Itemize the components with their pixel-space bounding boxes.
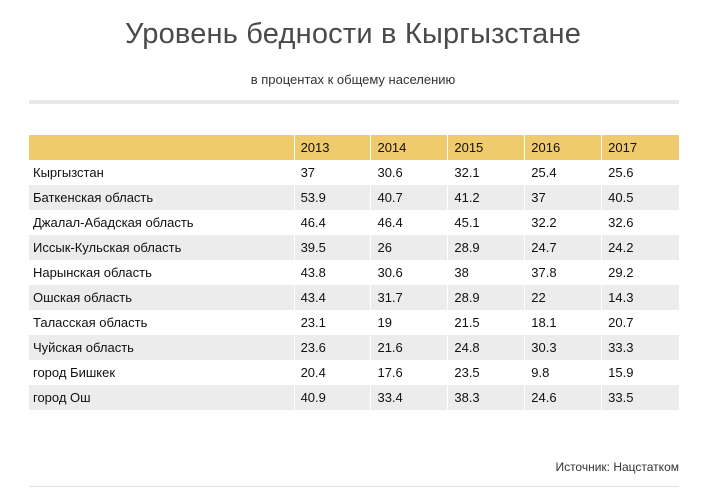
header-cell-year-2017: 2017 [601, 135, 679, 160]
value-cell-2014: 19 [370, 310, 447, 335]
value-cell-2014: 26 [370, 235, 447, 260]
value-cell-2016: 37.8 [524, 260, 601, 285]
region-cell: Джалал-Абадская область [33, 215, 194, 230]
value-cell-2017: 25.6 [601, 160, 679, 185]
table-row: город Ош 40.9 33.4 38.3 24.6 33.5 [29, 385, 679, 410]
value-cell-2015: 32.1 [447, 160, 524, 185]
table-row: Джалал-Абадская область 46.4 46.4 45.1 32.2 3… [29, 210, 679, 235]
value-cell-2016: 22 [524, 285, 601, 310]
title-divider [29, 100, 679, 104]
value-cell-2016: 24.7 [524, 235, 601, 260]
region-cell: город Ош [33, 390, 91, 405]
header-cell-year-2013: 2013 [293, 135, 371, 160]
value-cell-2017: 14.3 [601, 285, 679, 310]
value-cell-2014: 40.7 [370, 185, 447, 210]
value-cell-2013: 37 [293, 160, 371, 185]
header-cell-year-2014: 2014 [370, 135, 447, 160]
value-cell-2013: 43.4 [293, 285, 371, 310]
region-cell: Кыргызстан [33, 165, 104, 180]
value-cell-2017: 33.5 [601, 385, 679, 410]
value-cell-2016: 9.8 [524, 360, 601, 385]
header-cell-year-2016: 2016 [524, 135, 601, 160]
value-cell-2013: 40.9 [293, 385, 371, 410]
value-cell-2017: 15.9 [601, 360, 679, 385]
value-cell-2015: 28.9 [447, 235, 524, 260]
source-note: Источник: Нацстатком [555, 460, 679, 474]
table-row: город Бишкек 20.4 17.6 23.5 9.8 15.9 [29, 360, 679, 385]
value-cell-2016: 18.1 [524, 310, 601, 335]
value-cell-2017: 24.2 [601, 235, 679, 260]
table-row: Кыргызстан 37 30.6 32.1 25.4 25.6 [29, 160, 679, 185]
chart-subtitle: в процентах к общему населению [250, 72, 456, 87]
value-cell-2016: 30.3 [524, 335, 601, 360]
value-cell-2015: 24.8 [447, 335, 524, 360]
value-cell-2013: 43.8 [293, 260, 371, 285]
value-cell-2015: 23.5 [447, 360, 524, 385]
value-cell-2016: 32.2 [524, 210, 601, 235]
table-row: Баткенская область 53.9 40.7 41.2 37 40.5 [29, 185, 679, 210]
value-cell-2017: 32.6 [601, 210, 679, 235]
region-cell: Чуйская область [33, 340, 134, 355]
region-cell: Баткенская область [33, 190, 154, 205]
value-cell-2014: 30.6 [370, 260, 447, 285]
region-cell: город Бишкек [33, 365, 116, 380]
value-cell-2015: 38 [447, 260, 524, 285]
poverty-table: 2013 2014 2015 2016 2017 Кыргызстан 37 30.6 32.… [29, 135, 679, 410]
value-cell-2016: 37 [524, 185, 601, 210]
bottom-divider [29, 486, 679, 487]
value-cell-2014: 30.6 [370, 160, 447, 185]
table-row: Таласская область 23.1 19 21.5 18.1 20.7 [29, 310, 679, 335]
value-cell-2015: 41.2 [447, 185, 524, 210]
region-cell: Таласская область [33, 315, 148, 330]
value-cell-2017: 40.5 [601, 185, 679, 210]
value-cell-2015: 28.9 [447, 285, 524, 310]
value-cell-2013: 53.9 [293, 185, 371, 210]
table-row: Ошская область 43.4 31.7 28.9 22 14.3 [29, 285, 679, 310]
value-cell-2013: 46.4 [293, 210, 371, 235]
header-cell-year-2015: 2015 [447, 135, 524, 160]
table-row: Нарынская область 43.8 30.6 38 37.8 29.2 [29, 260, 679, 285]
value-cell-2013: 39.5 [293, 235, 371, 260]
value-cell-2015: 21.5 [447, 310, 524, 335]
chart-title: Уровень бедности в Кыргызстане [124, 18, 582, 50]
value-cell-2014: 33.4 [370, 385, 447, 410]
value-cell-2017: 33.3 [601, 335, 679, 360]
table-row: Иссык-Кульская область 39.5 26 28.9 24.7 24.2 [29, 235, 679, 260]
value-cell-2016: 25.4 [524, 160, 601, 185]
value-cell-2015: 45.1 [447, 210, 524, 235]
table-row: Чуйская область 23.6 21.6 24.8 30.3 33.3 [29, 335, 679, 360]
value-cell-2013: 23.1 [293, 310, 371, 335]
header-cell-region [29, 135, 294, 160]
value-cell-2014: 46.4 [370, 210, 447, 235]
region-cell: Иссык-Кульская область [33, 240, 182, 255]
value-cell-2014: 17.6 [370, 360, 447, 385]
value-cell-2013: 20.4 [293, 360, 371, 385]
region-cell: Ошская область [33, 290, 133, 305]
value-cell-2013: 23.6 [293, 335, 371, 360]
value-cell-2016: 24.6 [524, 385, 601, 410]
value-cell-2014: 21.6 [370, 335, 447, 360]
value-cell-2017: 29.2 [601, 260, 679, 285]
region-cell: Нарынская область [33, 265, 152, 280]
value-cell-2015: 38.3 [447, 385, 524, 410]
table-header-row: 2013 2014 2015 2016 2017 [29, 135, 679, 160]
value-cell-2017: 20.7 [601, 310, 679, 335]
value-cell-2014: 31.7 [370, 285, 447, 310]
